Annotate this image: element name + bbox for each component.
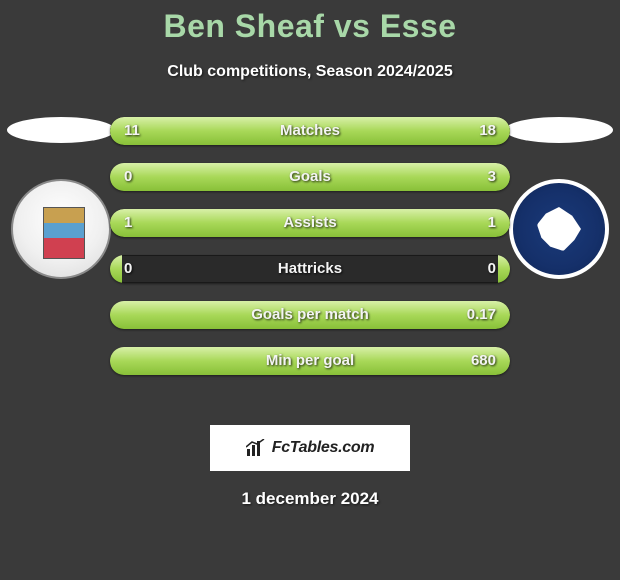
stat-bar-row: Goals per match0.17 <box>110 301 510 329</box>
stat-label: Hattricks <box>110 255 510 283</box>
stat-value-right: 3 <box>488 163 496 191</box>
footer-brand-text: FcTables.com <box>272 439 375 457</box>
stat-bars-container: 11Matches180Goals31Assists10Hattricks0Go… <box>110 117 510 393</box>
stat-label: Min per goal <box>110 347 510 375</box>
stat-bar-row: Min per goal680 <box>110 347 510 375</box>
stat-value-right: 0 <box>488 255 496 283</box>
player-left-photo-placeholder <box>7 117 115 143</box>
stat-label: Goals per match <box>110 301 510 329</box>
player-right-slot <box>504 117 614 279</box>
date-text: 1 december 2024 <box>0 489 620 509</box>
club-badge-left <box>11 179 111 279</box>
stat-value-right: 1 <box>488 209 496 237</box>
stat-bar-row: 0Hattricks0 <box>110 255 510 283</box>
subtitle: Club competitions, Season 2024/2025 <box>0 63 620 81</box>
stat-label: Assists <box>110 209 510 237</box>
stat-bar-row: 1Assists1 <box>110 209 510 237</box>
stat-bar-row: 0Goals3 <box>110 163 510 191</box>
stat-value-right: 680 <box>471 347 496 375</box>
stat-value-right: 18 <box>479 117 496 145</box>
player-right-photo-placeholder <box>505 117 613 143</box>
club-badge-right <box>509 179 609 279</box>
footer-brand-badge: FcTables.com <box>210 425 410 471</box>
page-title: Ben Sheaf vs Esse <box>0 0 620 45</box>
stat-value-right: 0.17 <box>467 301 496 329</box>
stat-label: Goals <box>110 163 510 191</box>
stat-bar-row: 11Matches18 <box>110 117 510 145</box>
player-left-slot <box>6 117 116 279</box>
chart-icon <box>246 439 266 457</box>
comparison-area: 11Matches180Goals31Assists10Hattricks0Go… <box>0 117 620 407</box>
stat-label: Matches <box>110 117 510 145</box>
